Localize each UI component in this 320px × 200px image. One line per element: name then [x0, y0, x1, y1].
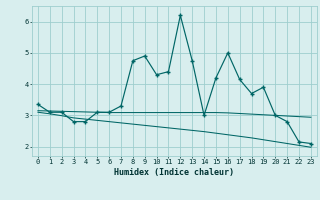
- X-axis label: Humidex (Indice chaleur): Humidex (Indice chaleur): [115, 168, 234, 177]
